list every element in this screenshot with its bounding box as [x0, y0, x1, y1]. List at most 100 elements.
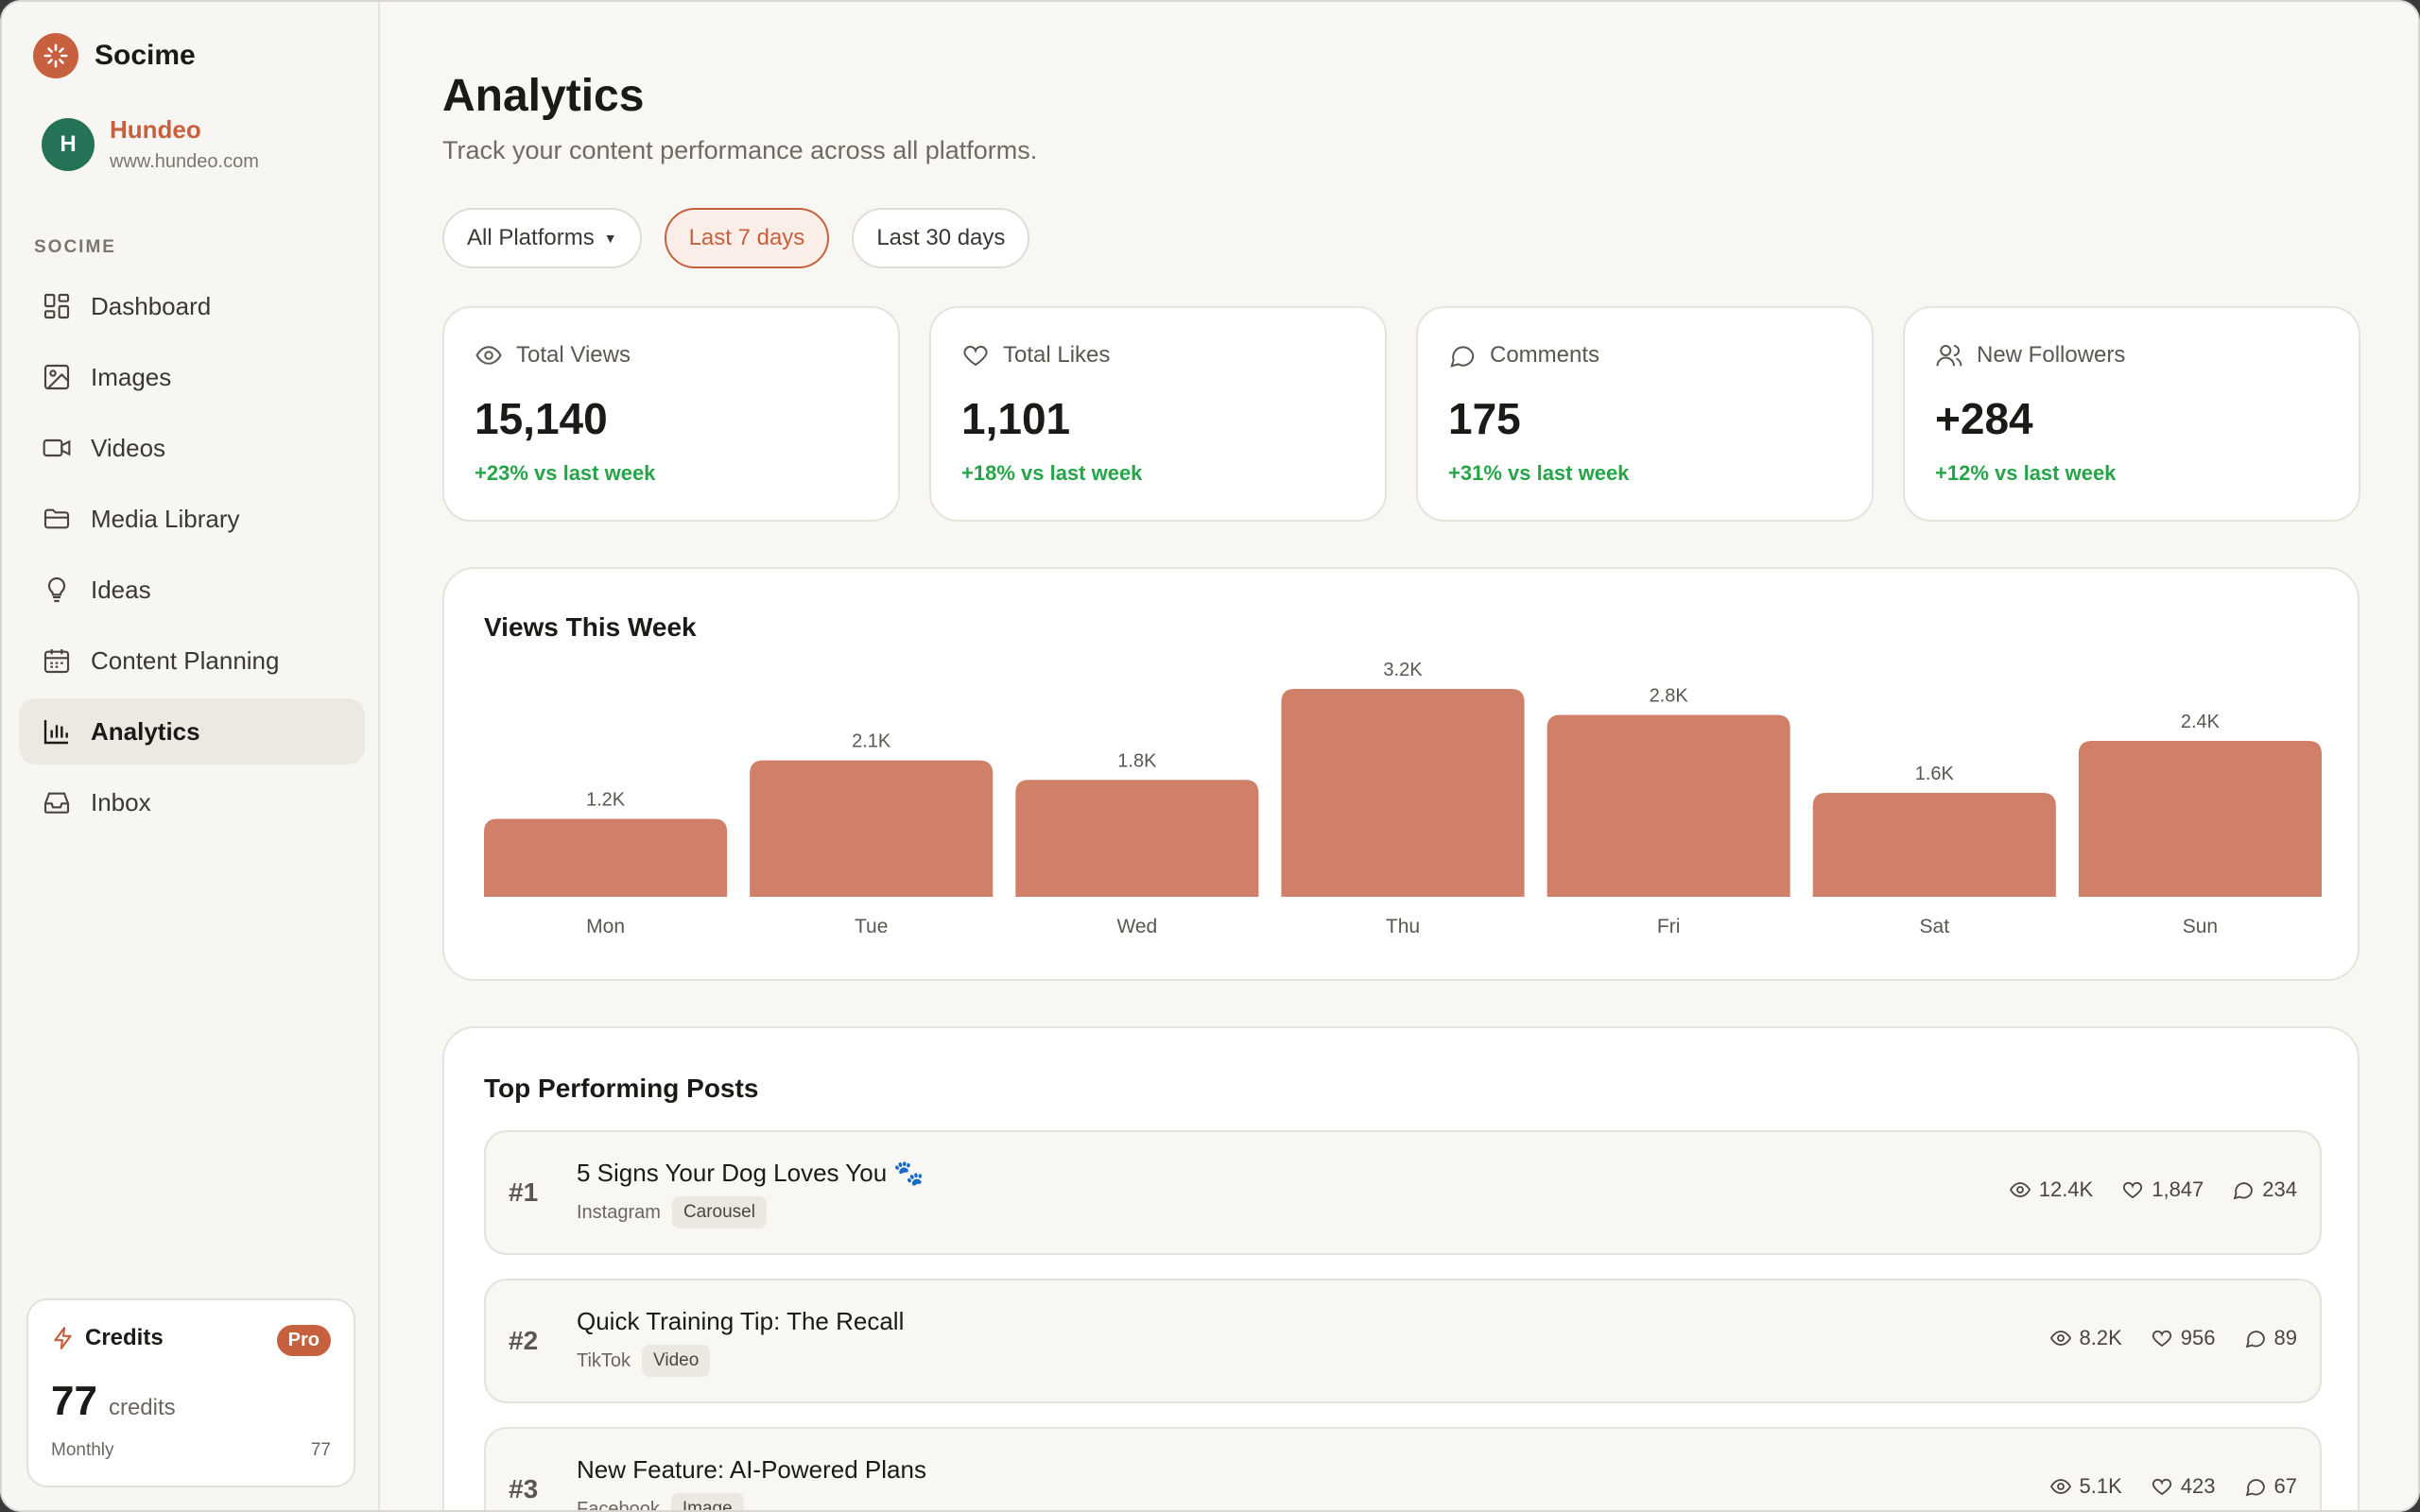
chart-value-label: 3.2K	[1383, 660, 1423, 680]
chart-bar-tue[interactable]	[750, 760, 994, 897]
post-platform: TikTok	[577, 1349, 631, 1371]
credits-period-label: Monthly	[51, 1440, 114, 1460]
top-posts-card: Top Performing Posts #1 5 Signs Your Dog…	[442, 1026, 2360, 1512]
top-posts-title: Top Performing Posts	[484, 1074, 759, 1103]
stat-card-views: Total Views 15,140 +23% vs last week	[442, 306, 900, 522]
post-type-tag: Carousel	[671, 1196, 767, 1228]
sidebar-item-dashboard[interactable]: Dashboard	[19, 273, 365, 339]
brand-name: Socime	[95, 40, 196, 71]
sidebar-item-label: Content Planning	[91, 645, 280, 675]
sidebar-nav: Dashboard Images Videos Media Library Id…	[19, 273, 365, 840]
calendar-icon	[43, 649, 70, 674]
range-7-days-button[interactable]: Last 7 days	[664, 208, 830, 268]
chart-value-label: 1.8K	[1117, 750, 1157, 771]
comment-icon	[1450, 346, 1475, 368]
credits-card[interactable]: Credits Pro 77 credits Monthly 77	[26, 1298, 355, 1487]
chart-bar-mon[interactable]	[484, 818, 728, 898]
post-views: 12.4K	[2038, 1177, 2094, 1201]
sidebar-item-media-library[interactable]: Media Library	[19, 486, 365, 552]
workspace-name: Hundeo	[110, 115, 201, 144]
chart-category-label: Sat	[1920, 916, 1950, 937]
plan-badge: Pro	[276, 1325, 331, 1356]
post-views: 8.2K	[2079, 1326, 2122, 1349]
stat-delta: +12% vs last week	[1935, 461, 2117, 485]
stat-card-followers: New Followers +284 +12% vs last week	[1903, 306, 2360, 522]
post-platform: Facebook	[577, 1498, 660, 1512]
stats-row: Total Views 15,140 +23% vs last week Tot…	[442, 306, 2360, 522]
chart-bar-wed[interactable]	[1015, 780, 1259, 897]
eye-icon	[475, 346, 502, 365]
sidebar-item-images[interactable]: Images	[19, 344, 365, 410]
list-item[interactable]: #1 5 Signs Your Dog Loves You 🐾 Instagra…	[484, 1130, 2322, 1255]
lightning-icon	[54, 1327, 72, 1349]
post-comments: 89	[2273, 1326, 2297, 1349]
caret-down-icon: ▼	[603, 231, 617, 246]
heart-icon	[2123, 1181, 2143, 1199]
post-title: New Feature: AI-Powered Plans	[577, 1455, 926, 1484]
filter-bar: All Platforms ▼ Last 7 days Last 30 days	[442, 208, 1052, 268]
sidebar-item-ideas[interactable]: Ideas	[19, 557, 365, 623]
post-platform: Instagram	[577, 1201, 661, 1223]
sidebar-item-label: Analytics	[91, 716, 200, 746]
workspace-url: www.hundeo.com	[110, 151, 259, 172]
chart-value-label: 2.4K	[2181, 712, 2221, 732]
comment-icon	[2245, 1479, 2265, 1497]
list-item[interactable]: #3 New Feature: AI-Powered Plans Faceboo…	[484, 1427, 2322, 1512]
chart-category-label: Thu	[1386, 916, 1420, 937]
post-rank: #3	[509, 1474, 539, 1503]
chart-title: Views This Week	[484, 612, 697, 642]
range-30-days-button[interactable]: Last 30 days	[852, 208, 1030, 268]
sidebar-item-analytics[interactable]: Analytics	[19, 698, 365, 765]
heart-icon	[963, 345, 988, 367]
brand[interactable]: Socime	[33, 33, 196, 78]
users-icon	[1936, 345, 1962, 367]
brand-logo-icon	[33, 33, 78, 78]
bar-chart-icon	[43, 720, 68, 745]
sidebar-item-label: Dashboard	[91, 291, 212, 320]
views-chart-card: Views This Week 1.2K Mon 2.1K Tue 1.8K Wed 3.2…	[442, 567, 2360, 981]
eye-icon	[2049, 1331, 2071, 1346]
post-title: Quick Training Tip: The Recall	[577, 1307, 905, 1335]
sidebar-item-inbox[interactable]: Inbox	[19, 769, 365, 835]
credits-unit: credits	[108, 1395, 176, 1420]
chart-bar-fri[interactable]	[1547, 714, 1790, 898]
comment-icon	[2233, 1182, 2254, 1200]
workspace-switcher[interactable]: H Hundeo www.hundeo.com	[42, 115, 259, 173]
chart-category-label: Sun	[2183, 916, 2218, 937]
sidebar: Socime H Hundeo www.hundeo.com SOCIME Da…	[2, 2, 380, 1510]
sidebar-item-content-planning[interactable]: Content Planning	[19, 627, 365, 694]
sidebar-item-videos[interactable]: Videos	[19, 415, 365, 481]
platform-filter-label: All Platforms	[467, 225, 595, 250]
sidebar-item-label: Media Library	[91, 504, 240, 533]
stat-delta: +18% vs last week	[961, 461, 1143, 485]
sidebar-item-label: Images	[91, 362, 172, 391]
chart-value-label: 2.8K	[1650, 686, 1689, 707]
chart-bar-thu[interactable]	[1281, 689, 1525, 897]
post-comments: 234	[2262, 1177, 2297, 1201]
chart-value-label: 1.2K	[586, 790, 626, 811]
stat-label: Total Views	[516, 342, 631, 368]
chart-value-label: 1.6K	[1915, 764, 1955, 784]
platform-filter-dropdown[interactable]: All Platforms ▼	[442, 208, 642, 268]
inbox-icon	[43, 792, 70, 814]
chart-category-label: Fri	[1657, 916, 1681, 937]
image-icon	[43, 364, 70, 390]
list-item[interactable]: #2 Quick Training Tip: The Recall TikTok…	[484, 1279, 2322, 1403]
lightbulb-icon	[47, 576, 66, 603]
page-title: Analytics	[442, 71, 645, 121]
chart-category-label: Tue	[855, 916, 888, 937]
credits-period-value: 77	[310, 1440, 331, 1460]
sidebar-item-label: Ideas	[91, 575, 151, 604]
stat-delta: +23% vs last week	[475, 461, 656, 485]
post-type-tag: Image	[670, 1493, 744, 1510]
post-likes: 956	[2180, 1326, 2216, 1349]
stat-value: 1,101	[961, 394, 1071, 443]
stat-card-likes: Total Likes 1,101 +18% vs last week	[929, 306, 1387, 522]
post-likes: 423	[2180, 1474, 2216, 1498]
chart-bar-sun[interactable]	[2078, 741, 2322, 897]
credits-amount: 77	[51, 1378, 97, 1424]
chart-bar-sat[interactable]	[1812, 793, 2056, 897]
post-views: 5.1K	[2079, 1474, 2122, 1498]
chart-value-label: 2.1K	[852, 731, 891, 752]
